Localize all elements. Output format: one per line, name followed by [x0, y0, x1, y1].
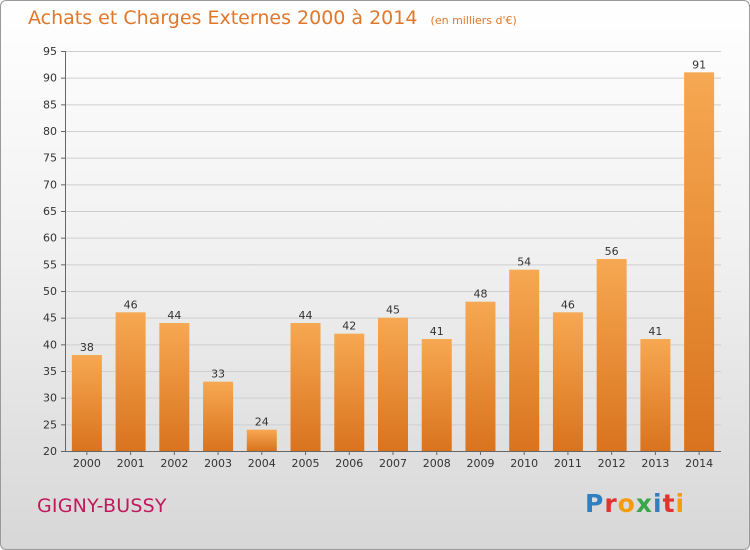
town-name: GIGNY-BUSSY	[37, 495, 167, 517]
data-label: 48	[473, 288, 487, 301]
bar	[203, 381, 234, 451]
data-label: 41	[430, 325, 444, 338]
y-tick-label: 50	[43, 285, 57, 298]
x-tick-label: 2007	[379, 457, 407, 470]
chart-title: Achats et Charges Externes 2000 à 2014 (…	[28, 7, 517, 29]
data-label: 44	[299, 309, 313, 322]
y-tick-label: 45	[43, 312, 57, 325]
x-tick-label: 2011	[554, 457, 582, 470]
x-tick-label: 2000	[73, 457, 101, 470]
logo-letter: r	[604, 489, 618, 518]
bar	[684, 72, 715, 451]
bar	[290, 323, 321, 451]
logo-letter: t	[662, 489, 676, 518]
data-label: 24	[255, 416, 269, 429]
data-label: 54	[517, 256, 531, 269]
logo-letter: o	[617, 489, 636, 518]
y-tick-label: 80	[43, 125, 57, 138]
x-tick-label: 2001	[117, 457, 145, 470]
x-tick-label: 2010	[510, 457, 538, 470]
x-tick-label: 2009	[466, 457, 494, 470]
y-tick-label: 85	[43, 98, 57, 111]
x-tick-label: 2006	[335, 457, 363, 470]
bar	[334, 333, 365, 451]
y-tick-label: 70	[43, 178, 57, 191]
bar	[596, 259, 627, 451]
y-tick-label: 20	[43, 445, 57, 458]
title-text: Achats et Charges Externes 2000 à 2014	[28, 7, 418, 29]
logo-letter: i	[675, 489, 686, 518]
y-tick-label: 60	[43, 232, 57, 245]
data-label: 46	[124, 298, 138, 311]
bar	[115, 312, 146, 451]
data-label: 56	[605, 245, 619, 258]
x-tick-label: 2004	[248, 457, 276, 470]
y-tick-label: 40	[43, 338, 57, 351]
data-label: 45	[386, 304, 400, 317]
x-tick-label: 2013	[641, 457, 669, 470]
bar	[465, 301, 496, 451]
x-tick-label: 2008	[423, 457, 451, 470]
axes: 20 25 30 35 40 45 50 55 60 65 70 75 80 85 90 95 2000 2001…	[43, 45, 721, 470]
data-label: 91	[692, 58, 706, 71]
x-tick-label: 2012	[598, 457, 626, 470]
bar	[509, 269, 540, 451]
y-tick-label: 25	[43, 418, 57, 431]
bar	[421, 339, 452, 451]
logo-letter: x	[635, 489, 653, 518]
y-tick-label: 75	[43, 152, 57, 165]
y-tick-label: 35	[43, 365, 57, 378]
data-label: 46	[561, 298, 575, 311]
data-label: 33	[211, 368, 225, 381]
bar	[71, 355, 102, 451]
y-tick-label: 95	[43, 45, 57, 58]
logo-letter: P	[585, 489, 605, 518]
y-tick-label: 90	[43, 72, 57, 85]
bar	[552, 312, 583, 451]
bar	[159, 323, 190, 451]
data-label: 44	[167, 309, 181, 322]
data-label: 42	[342, 320, 356, 333]
bar	[640, 339, 671, 451]
bar	[378, 317, 408, 451]
x-tick-label: 2002	[160, 457, 188, 470]
bars: 38 46 44 33 24 44 42 45 41 48 54 46 56 41 91	[71, 58, 715, 451]
y-tick-label: 65	[43, 205, 57, 218]
data-label: 41	[648, 325, 662, 338]
logo-letter: i	[653, 489, 663, 518]
x-tick-label: 2003	[204, 457, 232, 470]
y-tick-label: 55	[43, 258, 57, 271]
x-tick-label: 2005	[292, 457, 320, 470]
x-tick-label: 2014	[685, 457, 713, 470]
unit-note: (en milliers d'€)	[430, 14, 517, 27]
proxiti-logo[interactable]: Proxiti	[585, 489, 685, 518]
bar	[246, 429, 277, 451]
data-label: 38	[80, 341, 94, 354]
y-tick-label: 30	[43, 392, 57, 405]
